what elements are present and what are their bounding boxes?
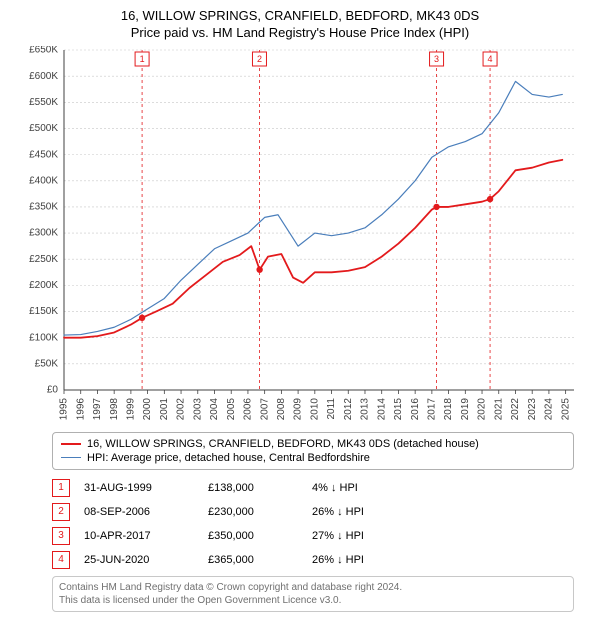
footer-attribution: Contains HM Land Registry data © Crown c…: [52, 576, 574, 612]
svg-text:£50K: £50K: [35, 358, 59, 369]
svg-text:3: 3: [434, 54, 439, 64]
event-row: 1 31-AUG-1999 £138,000 4% ↓ HPI: [52, 476, 574, 500]
event-diff: 4% ↓ HPI: [312, 482, 422, 494]
event-diff: 26% ↓ HPI: [312, 506, 422, 518]
svg-text:2010: 2010: [309, 397, 320, 420]
event-number-box: 2: [52, 503, 70, 521]
svg-text:2014: 2014: [376, 397, 387, 420]
legend: 16, WILLOW SPRINGS, CRANFIELD, BEDFORD, …: [52, 432, 574, 470]
event-date: 08-SEP-2006: [84, 506, 194, 518]
legend-label: HPI: Average price, detached house, Cent…: [87, 452, 370, 464]
svg-text:£100K: £100K: [29, 332, 58, 343]
legend-row: 16, WILLOW SPRINGS, CRANFIELD, BEDFORD, …: [61, 437, 565, 451]
svg-text:2020: 2020: [477, 397, 488, 420]
event-price: £230,000: [208, 506, 298, 518]
chart-plot-area: £0 £50K £100K £150K £200K £250K £300K £350K £400…: [12, 46, 588, 426]
svg-text:1997: 1997: [92, 397, 103, 420]
legend-row: HPI: Average price, detached house, Cent…: [61, 451, 565, 465]
event-date: 25-JUN-2020: [84, 554, 194, 566]
legend-swatch: [61, 457, 81, 458]
svg-text:2011: 2011: [326, 397, 337, 419]
svg-text:1996: 1996: [75, 397, 86, 420]
svg-text:2022: 2022: [510, 397, 521, 420]
svg-text:£600K: £600K: [29, 71, 58, 82]
event-row: 4 25-JUN-2020 £365,000 26% ↓ HPI: [52, 548, 574, 572]
svg-text:2000: 2000: [142, 397, 153, 420]
svg-text:2007: 2007: [259, 397, 270, 420]
svg-text:2005: 2005: [226, 397, 237, 420]
svg-text:2012: 2012: [343, 397, 354, 420]
svg-text:£150K: £150K: [29, 306, 58, 317]
svg-text:£550K: £550K: [29, 97, 58, 108]
svg-text:2021: 2021: [493, 397, 504, 420]
svg-text:2019: 2019: [460, 397, 471, 420]
svg-text:1: 1: [140, 54, 145, 64]
svg-text:2016: 2016: [410, 397, 421, 420]
event-diff: 26% ↓ HPI: [312, 554, 422, 566]
svg-text:1995: 1995: [59, 397, 70, 420]
svg-text:2017: 2017: [427, 397, 438, 420]
svg-text:2004: 2004: [209, 397, 220, 420]
svg-text:4: 4: [488, 54, 493, 64]
footer-line-2: This data is licensed under the Open Gov…: [59, 594, 567, 607]
svg-text:£300K: £300K: [29, 227, 58, 238]
svg-text:2002: 2002: [176, 397, 187, 420]
svg-text:£500K: £500K: [29, 123, 58, 134]
event-table: 1 31-AUG-1999 £138,000 4% ↓ HPI 2 08-SEP-2006…: [52, 476, 574, 572]
svg-text:2006: 2006: [243, 397, 254, 420]
svg-text:2003: 2003: [192, 397, 203, 420]
event-price: £138,000: [208, 482, 298, 494]
chart-container: 16, WILLOW SPRINGS, CRANFIELD, BEDFORD, …: [0, 0, 600, 620]
svg-text:2018: 2018: [443, 397, 454, 420]
svg-text:2008: 2008: [276, 397, 287, 420]
svg-text:2013: 2013: [360, 397, 371, 420]
svg-text:2025: 2025: [560, 397, 571, 420]
svg-text:2015: 2015: [393, 397, 404, 420]
legend-label: 16, WILLOW SPRINGS, CRANFIELD, BEDFORD, …: [87, 438, 479, 450]
svg-text:2009: 2009: [293, 397, 304, 420]
svg-text:£350K: £350K: [29, 201, 58, 212]
svg-text:1999: 1999: [126, 397, 137, 420]
svg-text:£250K: £250K: [29, 254, 58, 265]
svg-text:1998: 1998: [109, 397, 120, 420]
svg-text:2: 2: [257, 54, 262, 64]
event-price: £365,000: [208, 554, 298, 566]
chart-title: 16, WILLOW SPRINGS, CRANFIELD, BEDFORD, …: [12, 8, 588, 42]
event-number-box: 4: [52, 551, 70, 569]
event-diff: 27% ↓ HPI: [312, 530, 422, 542]
legend-swatch: [61, 443, 81, 445]
svg-text:£400K: £400K: [29, 175, 58, 186]
event-date: 10-APR-2017: [84, 530, 194, 542]
event-date: 31-AUG-1999: [84, 482, 194, 494]
svg-text:£200K: £200K: [29, 280, 58, 291]
svg-text:£0: £0: [47, 384, 59, 395]
event-number-box: 1: [52, 479, 70, 497]
event-number-box: 3: [52, 527, 70, 545]
svg-text:2023: 2023: [527, 397, 538, 420]
event-row: 2 08-SEP-2006 £230,000 26% ↓ HPI: [52, 500, 574, 524]
svg-text:2001: 2001: [159, 397, 170, 420]
event-row: 3 10-APR-2017 £350,000 27% ↓ HPI: [52, 524, 574, 548]
svg-text:£650K: £650K: [29, 46, 58, 56]
svg-text:£450K: £450K: [29, 149, 58, 160]
event-price: £350,000: [208, 530, 298, 542]
footer-line-1: Contains HM Land Registry data © Crown c…: [59, 581, 567, 594]
chart-svg: £0 £50K £100K £150K £200K £250K £300K £350K £400…: [12, 46, 588, 426]
svg-text:2024: 2024: [544, 397, 555, 420]
title-line-1: 16, WILLOW SPRINGS, CRANFIELD, BEDFORD, …: [12, 8, 588, 25]
title-line-2: Price paid vs. HM Land Registry's House …: [12, 25, 588, 42]
